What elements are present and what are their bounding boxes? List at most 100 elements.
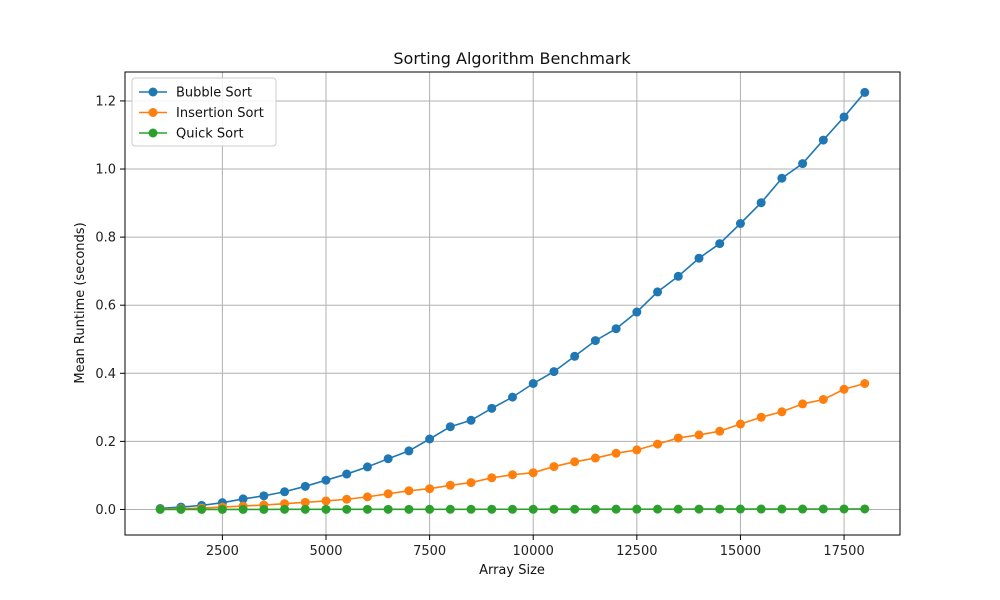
data-point-insertion-sort	[362, 492, 372, 502]
data-point-insertion-sort	[632, 445, 642, 455]
x-tick-label: 2500	[206, 544, 239, 559]
data-point-bubble-sort	[362, 462, 372, 472]
data-point-quick-sort	[342, 504, 352, 514]
data-point-quick-sort	[860, 504, 870, 514]
legend-label-bubble-sort: Bubble Sort	[176, 86, 252, 101]
data-point-bubble-sort	[673, 271, 683, 281]
legend-label-insertion-sort: Insertion Sort	[176, 106, 264, 121]
data-point-insertion-sort	[528, 468, 538, 478]
data-point-insertion-sort	[611, 448, 621, 458]
data-point-bubble-sort	[735, 218, 745, 228]
data-point-insertion-sort	[383, 489, 393, 499]
data-point-insertion-sort	[549, 462, 559, 472]
data-point-insertion-sort	[404, 486, 414, 496]
data-point-insertion-sort	[445, 480, 455, 490]
data-point-quick-sort	[735, 504, 745, 514]
data-point-quick-sort	[528, 504, 538, 514]
y-tick-label: 1.0	[95, 163, 116, 178]
data-point-quick-sort	[280, 504, 290, 514]
data-point-quick-sort	[715, 504, 725, 514]
data-point-quick-sort	[238, 504, 248, 514]
x-tick-label: 17500	[823, 544, 864, 559]
plot-area-frame	[124, 71, 901, 536]
data-point-insertion-sort	[570, 457, 580, 467]
data-point-quick-sort	[611, 504, 621, 514]
chart-title: Sorting Algorithm Benchmark	[393, 49, 631, 68]
data-point-quick-sort	[549, 504, 559, 514]
data-point-bubble-sort	[756, 198, 766, 208]
data-point-quick-sort	[155, 504, 165, 514]
x-tick-label: 12500	[616, 544, 657, 559]
data-point-bubble-sort	[860, 87, 870, 97]
data-point-insertion-sort	[777, 407, 787, 417]
data-point-quick-sort	[839, 504, 849, 514]
x-tick-label: 10000	[513, 544, 554, 559]
data-point-insertion-sort	[798, 399, 808, 409]
x-tick-label: 5000	[309, 544, 342, 559]
data-point-quick-sort	[383, 504, 393, 514]
data-point-insertion-sort	[590, 453, 600, 463]
data-point-bubble-sort	[694, 253, 704, 263]
data-point-bubble-sort	[715, 239, 725, 249]
legend-marker-bubble-sort	[148, 87, 158, 97]
legend-marker-insertion-sort	[148, 108, 158, 117]
data-point-quick-sort	[362, 504, 372, 514]
data-point-quick-sort	[217, 504, 227, 514]
data-point-quick-sort	[798, 504, 808, 514]
legend-marker-quick-sort	[148, 128, 158, 138]
data-point-quick-sort	[404, 504, 414, 514]
data-point-bubble-sort	[342, 469, 352, 479]
data-point-insertion-sort	[860, 379, 870, 389]
data-point-insertion-sort	[673, 433, 683, 443]
data-point-insertion-sort	[818, 395, 828, 405]
data-point-quick-sort	[445, 504, 455, 514]
legend-box	[131, 77, 277, 147]
data-point-bubble-sort	[611, 324, 621, 334]
data-point-bubble-sort	[653, 287, 663, 297]
data-point-insertion-sort	[300, 497, 310, 507]
data-point-bubble-sort	[383, 454, 393, 464]
data-point-quick-sort	[259, 504, 269, 514]
data-point-quick-sort	[300, 504, 310, 514]
y-tick-label: 1.2	[95, 94, 116, 109]
data-point-bubble-sort	[487, 403, 497, 413]
x-tick-label: 7500	[413, 544, 446, 559]
data-point-quick-sort	[818, 504, 828, 514]
y-tick-label: 0.4	[95, 367, 116, 382]
data-point-insertion-sort	[839, 384, 849, 394]
data-point-insertion-sort	[735, 419, 745, 429]
data-point-bubble-sort	[549, 367, 559, 377]
data-point-quick-sort	[176, 504, 186, 514]
data-point-bubble-sort	[777, 173, 787, 183]
data-point-bubble-sort	[280, 487, 290, 497]
y-tick-label: 0.8	[95, 231, 116, 246]
data-point-insertion-sort	[756, 412, 766, 422]
data-point-quick-sort	[570, 504, 580, 514]
data-point-bubble-sort	[238, 494, 248, 504]
data-point-bubble-sort	[839, 112, 849, 122]
data-point-quick-sort	[632, 504, 642, 514]
data-point-insertion-sort	[653, 439, 663, 449]
data-point-quick-sort	[197, 504, 207, 514]
x-tick-label: 15000	[720, 544, 761, 559]
data-point-bubble-sort	[508, 392, 517, 402]
data-point-bubble-sort	[445, 422, 455, 432]
data-point-bubble-sort	[404, 446, 414, 456]
data-point-quick-sort	[466, 504, 476, 514]
data-point-quick-sort	[425, 504, 435, 514]
y-axis-title: Mean Runtime (seconds)	[73, 222, 88, 383]
data-point-bubble-sort	[259, 491, 269, 501]
data-point-quick-sort	[590, 504, 600, 514]
data-point-insertion-sort	[321, 496, 331, 506]
data-point-quick-sort	[756, 504, 766, 514]
data-point-quick-sort	[487, 504, 497, 514]
data-point-quick-sort	[321, 504, 331, 514]
data-point-quick-sort	[508, 504, 517, 514]
data-point-insertion-sort	[508, 470, 517, 480]
data-point-bubble-sort	[300, 481, 310, 491]
data-point-quick-sort	[673, 504, 683, 514]
data-point-bubble-sort	[798, 159, 808, 169]
data-point-bubble-sort	[818, 135, 828, 145]
y-tick-label: 0.2	[95, 435, 116, 450]
